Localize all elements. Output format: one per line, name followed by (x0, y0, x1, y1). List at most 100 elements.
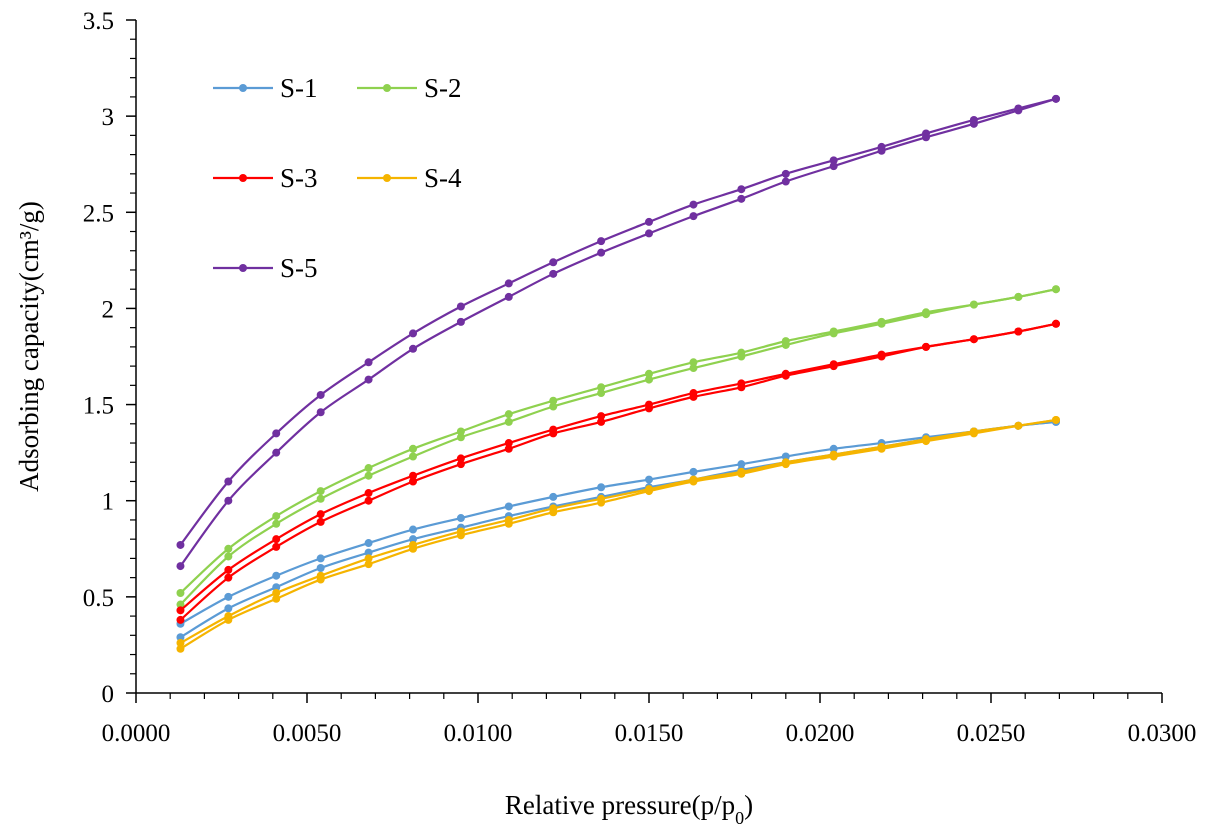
s-5-adsorption-point (456, 317, 465, 326)
s-1-adsorption-point (176, 633, 185, 642)
x-tick-label: 0.0250 (957, 720, 1026, 747)
s-4-desorption-point (364, 554, 373, 563)
s-5-desorption-point (316, 390, 325, 399)
legend-item-s-1: S-1 (213, 73, 318, 103)
s-2-adsorption-point (549, 402, 558, 411)
s-3-desorption-line (179, 322, 1057, 612)
legend: S-1 S-2 S-3 S-4 S-5 (213, 73, 462, 283)
s-1-desorption-point (597, 483, 606, 492)
y-tick-label: 3.5 (83, 8, 114, 35)
legend-label: S-4 (424, 163, 462, 193)
s-2-adsorption-point (176, 600, 185, 609)
s-4-adsorption-point (364, 560, 373, 569)
s-3-adsorption-point (597, 417, 606, 426)
s-3-desorption-point (969, 335, 978, 344)
s-4-desorption-point (316, 571, 325, 580)
ticks-layer: 0.0000 0.0050 0.0100 0.0150 0.0200 0.0250 0.03… (83, 8, 1197, 747)
s-3-adsorption-point (456, 460, 465, 469)
series-s-2 (176, 285, 1060, 609)
s-1-desorption-point (689, 467, 698, 476)
s-4-desorption-point (1014, 421, 1023, 430)
s-3-desorption-point (829, 360, 838, 369)
legend-label: S-1 (280, 73, 318, 103)
x-axis-title-subscript: 0 (735, 808, 744, 828)
legend-label: S-2 (424, 73, 462, 103)
s-1-adsorption-point (224, 604, 233, 613)
s-5-adsorption-point (272, 448, 281, 457)
s-5-desorption-point (272, 429, 281, 438)
s-4-desorption-point (224, 612, 233, 621)
y-tick-label: 0 (102, 681, 115, 708)
s-3-adsorption-point (409, 477, 418, 486)
series-s-4 (176, 415, 1060, 653)
s-4-adsorption-point (272, 594, 281, 603)
s-5-desorption-point (176, 540, 185, 549)
s-2-adsorption-point (364, 471, 373, 480)
legend-label: S-3 (280, 163, 318, 193)
s-3-adsorption-point (364, 496, 373, 505)
s-2-adsorption-point (597, 389, 606, 398)
s-2-desorption-point (737, 348, 746, 357)
s-2-desorption-point (456, 427, 465, 436)
s-5-desorption-point (781, 169, 790, 178)
s-5-desorption-point (224, 477, 233, 486)
s-2-desorption-point (645, 369, 653, 378)
s-5-adsorption-point (316, 408, 325, 417)
s-3-desorption-point (409, 471, 418, 480)
legend-item-s-4: S-4 (357, 163, 462, 193)
s-5-adsorption-point (645, 229, 653, 238)
y-tick-label: 2 (102, 296, 115, 323)
s-2-desorption-point (597, 383, 606, 392)
s-4-desorption-point (877, 442, 886, 451)
s-5-adsorption-point (781, 177, 790, 186)
x-axis-title-end: ) (744, 790, 753, 820)
s-3-desorption-point (781, 369, 790, 378)
s-3-desorption-point (272, 535, 281, 544)
s-4-desorption-line (179, 418, 1057, 644)
s-5-adsorption-point (597, 248, 606, 257)
s-1-desorption-point (456, 514, 465, 523)
y-tick-label: 3 (102, 104, 115, 131)
s-2-adsorption-point (224, 552, 233, 561)
s-2-desorption-point (272, 512, 281, 521)
s-3-adsorption-point (316, 517, 325, 526)
s-1-adsorption-point (364, 548, 373, 557)
x-axis-title-main: Relative pressure(p/p (505, 790, 735, 820)
s-2-desorption-point (549, 396, 558, 405)
s-5-desorption-point (549, 258, 558, 267)
s-4-desorption-point (409, 540, 418, 549)
s-2-desorption-point (877, 317, 886, 326)
s-5-desorption-point (364, 358, 373, 367)
s-2-desorption-point (829, 327, 838, 336)
s-5-adsorption-point (504, 292, 513, 301)
s-1-desorption-point (737, 460, 746, 469)
x-tick-label: 0.0300 (1128, 720, 1197, 747)
s-5-adsorption-point (409, 344, 418, 353)
s-1-desorption-point (272, 571, 281, 580)
s-4-desorption-point (549, 504, 558, 513)
s-4-desorption-point (689, 475, 698, 484)
s-2-desorption-point (969, 300, 978, 309)
s-3-adsorption-point (272, 542, 281, 551)
legend-swatch-marker (239, 84, 247, 92)
s-5-adsorption-point (829, 162, 838, 171)
y-tick-label: 1 (102, 489, 115, 516)
s-5-desorption-point (409, 329, 418, 338)
s-4-desorption-point (969, 427, 978, 436)
s-4-desorption-point (737, 467, 746, 476)
s-3-desorption-point (1014, 327, 1023, 336)
s-5-desorption-point (1051, 94, 1060, 103)
x-tick-label: 0.0100 (444, 720, 513, 747)
s-1-adsorption-point (272, 583, 281, 592)
s-2-desorption-point (1051, 285, 1060, 294)
s-4-desorption-point (645, 485, 653, 494)
s-5-desorption-point (1014, 104, 1023, 113)
legend-swatch-marker (383, 84, 391, 92)
s-3-desorption-point (1051, 319, 1060, 328)
x-tick-label: 0.0050 (273, 720, 342, 747)
s-5-desorption-point (504, 279, 513, 288)
s-4-adsorption-point (176, 644, 185, 653)
s-1-adsorption-point (409, 535, 418, 544)
s-3-adsorption-point (176, 615, 185, 624)
